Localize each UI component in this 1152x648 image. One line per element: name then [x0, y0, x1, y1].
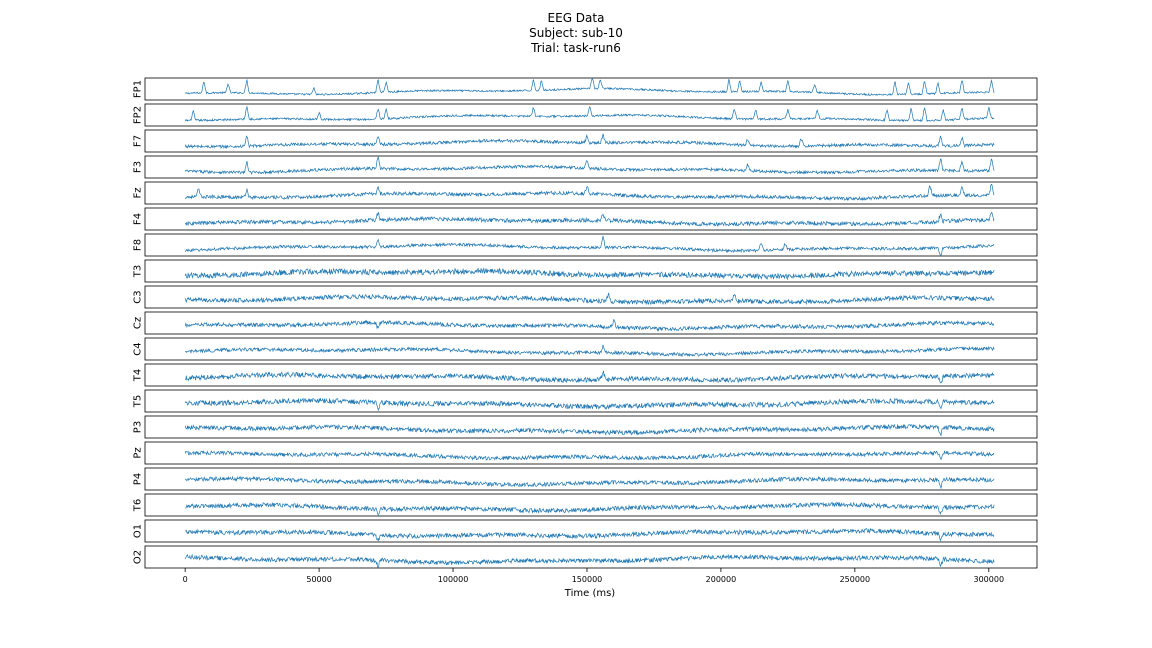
channel-panel-p3: P3 — [133, 415, 1038, 439]
x-tick-label: 100000 — [438, 575, 469, 584]
channel-panel-fz: Fz — [133, 181, 1038, 205]
series-line-pz — [184, 449, 995, 461]
x-axis-title: Time (ms) — [564, 588, 616, 599]
channel-label-p3: P3 — [133, 421, 144, 433]
x-tick-label: 250000 — [840, 575, 871, 584]
series-line-c3 — [184, 292, 995, 306]
series-line-cz — [184, 318, 995, 332]
chart-title-block: EEG Data Subject: sub-10 Trial: task-run… — [0, 11, 1152, 56]
channel-label-f3: F3 — [133, 161, 144, 173]
channel-label-t4: T4 — [133, 369, 144, 382]
eeg-panels: FP1 FP2 F7 F3 Fz F4 F8 T3 C3 Cz C4 T4 T5 P3 Pz P4 T6 O1 O2 — [133, 77, 1038, 569]
series-line-o2 — [184, 553, 995, 568]
series-line-p3 — [184, 423, 995, 437]
channel-label-c4: C4 — [133, 342, 144, 355]
channel-frame — [144, 285, 1038, 309]
series-line-f4 — [185, 211, 995, 227]
series-line-t3 — [184, 267, 995, 281]
channel-label-f8: F8 — [133, 239, 144, 251]
channel-panel-c3: C3 — [133, 285, 1038, 309]
channel-label-t3: T3 — [133, 265, 144, 278]
x-tick-label: 0 — [183, 575, 188, 584]
chart-subtitle-trial: Trial: task-run6 — [531, 41, 621, 55]
channel-frame — [144, 77, 1038, 101]
channel-panel-t3: T3 — [133, 259, 1038, 283]
channel-label-t5: T5 — [133, 395, 144, 408]
channel-panel-p4: P4 — [133, 467, 1038, 491]
series-line-fp1 — [185, 78, 995, 97]
channel-frame — [144, 415, 1038, 439]
channel-panel-cz: Cz — [133, 311, 1038, 335]
channel-frame — [144, 493, 1038, 517]
channel-frame — [144, 467, 1038, 491]
channel-frame — [144, 155, 1038, 179]
channel-panel-t5: T5 — [133, 389, 1038, 413]
channel-label-f7: F7 — [133, 135, 144, 147]
channel-label-cz: Cz — [133, 317, 144, 329]
series-line-f3 — [184, 155, 995, 175]
channel-panel-t6: T6 — [133, 493, 1038, 517]
channel-label-o1: O1 — [133, 524, 144, 538]
channel-label-fz: Fz — [133, 187, 144, 198]
x-tick-label: 150000 — [572, 575, 603, 584]
x-tick-label: 200000 — [706, 575, 737, 584]
channel-label-pz: Pz — [133, 447, 144, 458]
channel-frame — [144, 233, 1038, 257]
channel-frame — [144, 337, 1038, 361]
channel-panel-c4: C4 — [133, 337, 1038, 361]
chart-subtitle-subject: Subject: sub-10 — [529, 26, 623, 40]
x-tick-label: 50000 — [306, 575, 331, 584]
channel-panel-f7: F7 — [133, 129, 1038, 153]
x-tick-label: 300000 — [974, 575, 1005, 584]
series-line-c4 — [185, 344, 995, 358]
channel-label-p4: P4 — [133, 473, 144, 485]
channel-frame — [144, 259, 1038, 283]
channel-panel-f8: F8 — [133, 233, 1038, 257]
channel-label-o2: O2 — [133, 550, 144, 564]
channel-frame — [144, 441, 1038, 465]
series-line-o1 — [184, 527, 995, 542]
channel-panel-t4: T4 — [133, 363, 1038, 387]
channel-frame — [144, 389, 1038, 413]
channel-frame — [144, 363, 1038, 387]
channel-panel-f4: F4 — [133, 207, 1038, 231]
channel-panel-fp1: FP1 — [133, 77, 1038, 101]
series-line-t6 — [185, 501, 995, 516]
channel-label-c3: C3 — [133, 290, 144, 303]
series-line-p4 — [184, 475, 995, 490]
channel-label-fp2: FP2 — [133, 106, 144, 124]
channel-frame — [144, 207, 1038, 231]
channel-label-t6: T6 — [133, 499, 144, 512]
channel-frame — [144, 181, 1038, 205]
series-line-t4 — [185, 370, 995, 384]
series-line-fz — [184, 183, 995, 202]
series-line-fp2 — [184, 105, 995, 123]
channel-label-f4: F4 — [133, 213, 144, 225]
series-line-t5 — [184, 397, 995, 412]
channel-frame — [144, 311, 1038, 335]
channel-label-fp1: FP1 — [133, 80, 144, 98]
channel-frame — [144, 545, 1038, 569]
series-line-f7 — [184, 133, 995, 150]
x-axis: 0 50000 100000 150000 200000 250000 300000 — [183, 568, 1004, 584]
chart-title: EEG Data — [547, 11, 605, 25]
channel-panel-f3: F3 — [133, 155, 1038, 179]
channel-panel-o1: O1 — [133, 519, 1038, 543]
channel-panel-pz: Pz — [133, 441, 1038, 465]
channel-frame — [144, 103, 1038, 127]
channel-panel-o2: O2 — [133, 545, 1038, 569]
channel-frame — [144, 129, 1038, 153]
channel-frame — [144, 519, 1038, 543]
channel-panel-fp2: FP2 — [133, 103, 1038, 127]
series-line-f8 — [184, 235, 995, 256]
